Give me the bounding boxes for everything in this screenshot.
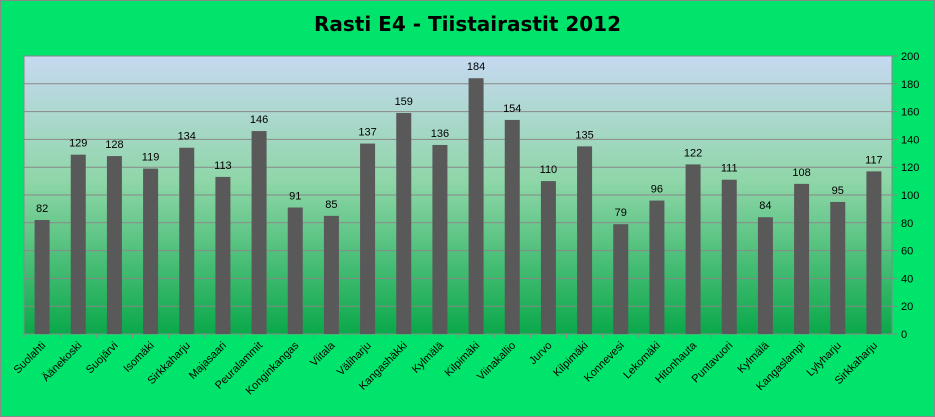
bar bbox=[323, 215, 339, 334]
data-label: 108 bbox=[792, 167, 810, 179]
y-tick-label: 140 bbox=[901, 134, 919, 146]
x-tick-label: Jurvo bbox=[527, 340, 555, 368]
x-tick-label: Viinakallio bbox=[475, 340, 518, 383]
bar bbox=[70, 154, 86, 334]
x-tick-label: Kylmälä bbox=[410, 339, 447, 376]
data-label: 117 bbox=[865, 154, 883, 166]
data-label: 84 bbox=[759, 200, 771, 212]
data-label: 111 bbox=[721, 163, 738, 175]
chart-title: Rasti E4 - Tiistairastit 2012 bbox=[313, 12, 622, 36]
data-label: 95 bbox=[832, 185, 844, 197]
bar bbox=[179, 147, 195, 334]
bar bbox=[757, 217, 773, 334]
bar bbox=[613, 224, 629, 334]
y-tick-label: 40 bbox=[901, 273, 913, 285]
y-tick-label: 0 bbox=[901, 329, 907, 341]
x-tick-label: Isomäki bbox=[121, 340, 156, 375]
bar bbox=[649, 200, 665, 334]
data-label: 110 bbox=[540, 164, 558, 176]
data-label: 128 bbox=[105, 139, 123, 151]
data-label: 85 bbox=[325, 199, 337, 211]
bar bbox=[577, 146, 593, 334]
y-tick-label: 180 bbox=[901, 79, 919, 91]
data-label: 79 bbox=[615, 207, 627, 219]
data-label: 122 bbox=[684, 147, 702, 159]
y-tick-label: 80 bbox=[901, 218, 913, 230]
bar bbox=[106, 156, 122, 334]
bar bbox=[432, 144, 448, 334]
bar bbox=[830, 201, 846, 334]
data-label: 96 bbox=[651, 184, 663, 196]
y-tick-label: 160 bbox=[901, 107, 919, 119]
bar bbox=[251, 131, 267, 334]
data-label: 91 bbox=[289, 191, 301, 203]
bar bbox=[143, 168, 159, 334]
data-label: 129 bbox=[69, 138, 87, 150]
x-tick-label: Suojärvi bbox=[84, 340, 121, 377]
bar bbox=[468, 78, 484, 335]
bar bbox=[866, 171, 882, 334]
x-tick-label: Äänekoski bbox=[40, 340, 84, 384]
y-tick-label: 120 bbox=[901, 162, 919, 174]
data-label: 154 bbox=[503, 103, 521, 115]
bar bbox=[504, 119, 520, 334]
x-tick-label: Suolahti bbox=[12, 340, 49, 377]
bar bbox=[360, 143, 376, 334]
data-label: 119 bbox=[142, 152, 160, 164]
data-label: 113 bbox=[214, 160, 232, 172]
x-tick-label: Viitala bbox=[308, 339, 338, 369]
data-label: 146 bbox=[250, 114, 268, 126]
data-label: 135 bbox=[575, 129, 593, 141]
y-tick-label: 20 bbox=[901, 301, 913, 313]
data-label: 137 bbox=[358, 127, 376, 139]
bar bbox=[287, 207, 303, 334]
data-label: 159 bbox=[395, 96, 413, 108]
y-tick-label: 100 bbox=[901, 190, 919, 202]
data-label: 134 bbox=[178, 131, 196, 143]
bar bbox=[685, 164, 701, 334]
bar bbox=[34, 220, 50, 334]
data-label: 184 bbox=[467, 61, 485, 73]
data-label: 82 bbox=[36, 203, 48, 215]
bar bbox=[794, 183, 810, 334]
bar bbox=[540, 181, 556, 334]
bar bbox=[215, 176, 231, 334]
bar bbox=[721, 179, 737, 334]
x-tick-label: Kylmälä bbox=[735, 339, 772, 376]
y-tick-label: 200 bbox=[901, 51, 919, 63]
y-tick-label: 60 bbox=[901, 246, 913, 258]
bar bbox=[396, 112, 412, 335]
data-label: 136 bbox=[431, 128, 449, 140]
